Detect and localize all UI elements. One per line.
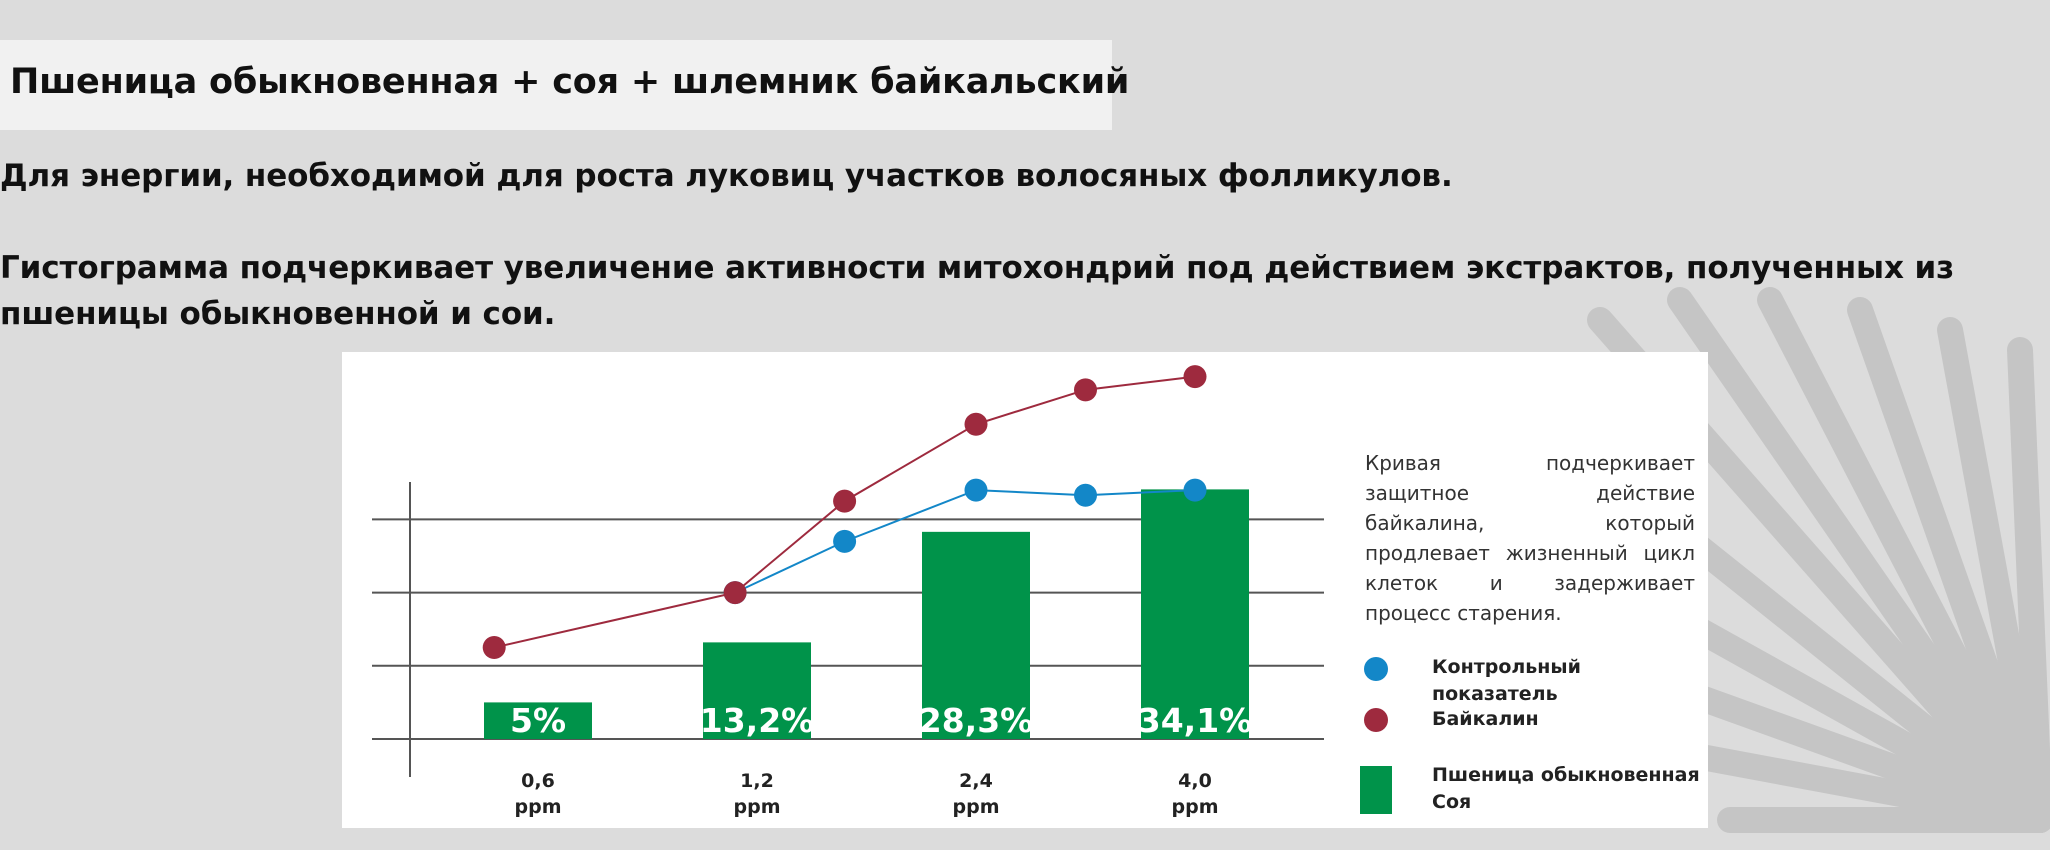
- legend-baicalin-marker: [1364, 708, 1388, 732]
- chart-svg: 5% 13,2% 28,3% 34,1% 0,6 ppm 1,2 ppm 2,4 ppm 4,0 pp…: [372, 365, 1324, 818]
- baicalin-point: [1074, 378, 1097, 402]
- x-tick-unit: ppm: [734, 796, 781, 818]
- x-tick-label: 4,0: [1178, 770, 1212, 792]
- bar-value-label: 5%: [510, 701, 566, 740]
- x-tick-label: 2,4: [959, 770, 993, 792]
- legend-baicalin-label: Байкалин: [1432, 708, 1539, 730]
- chart-panel: 5% 13,2% 28,3% 34,1% 0,6 ppm 1,2 ppm 2,4 ppm 4,0 pp…: [342, 352, 1708, 828]
- bar-value-label: 34,1%: [1138, 701, 1253, 740]
- legend-bars-label-line2: Соя: [1432, 791, 1472, 813]
- bar: [703, 642, 811, 739]
- control-point: [1074, 483, 1097, 507]
- x-tick-unit: ppm: [1172, 796, 1219, 818]
- x-tick-label: 1,2: [740, 770, 774, 792]
- baicalin-point: [833, 489, 857, 513]
- legend-control-label: Контрольный показатель: [1432, 656, 1581, 705]
- legend-bars-marker: [1360, 766, 1392, 814]
- x-tick-unit: ppm: [515, 796, 562, 818]
- subtitle-histogram-line1: Гистограмма подчеркивает увеличение акти…: [0, 250, 1955, 286]
- page-title: Пшеница обыкновенная + соя + шлемник бай…: [10, 62, 1130, 102]
- title-box: Пшеница обыкновенная + соя + шлемник бай…: [0, 40, 1129, 130]
- bar: [1141, 489, 1249, 739]
- baicalin-point: [964, 412, 988, 436]
- control-point: [1183, 478, 1207, 502]
- subtitle-histogram-line2: пшеницы обыкновенной и сои.: [0, 296, 556, 332]
- legend-control-marker: [1364, 657, 1388, 681]
- chart-description: Кривая подчеркивает защитное действие ба…: [1365, 451, 1695, 625]
- baicalin-line: [493, 375, 1196, 649]
- baicalin-point: [482, 636, 506, 659]
- baicalin-point: [1183, 365, 1207, 389]
- bar: [484, 702, 592, 739]
- control-point: [964, 478, 988, 502]
- subtitle-energy: Для энергии, необходимой для роста луков…: [0, 158, 1453, 194]
- bar: [922, 531, 1030, 739]
- bar-value-label: 28,3%: [919, 701, 1034, 740]
- baicalin-point: [723, 581, 747, 605]
- legend-bars-label-line1: Пшеница обыкновенная: [1432, 764, 1700, 786]
- bar-value-label: 13,2%: [700, 701, 815, 740]
- x-tick-label: 0,6: [521, 770, 555, 792]
- x-tick-unit: ppm: [953, 796, 1000, 818]
- control-point: [833, 529, 857, 553]
